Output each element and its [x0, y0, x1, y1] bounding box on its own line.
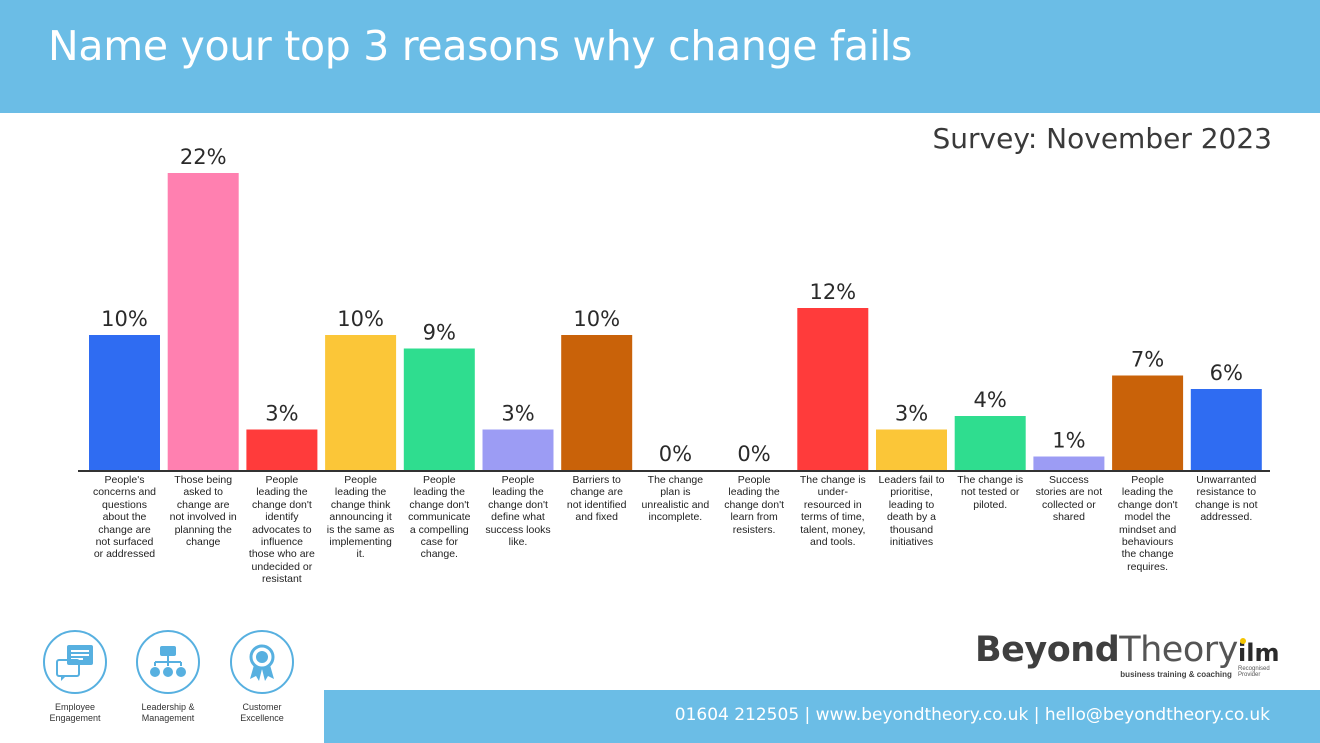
value-label-3: 3% — [265, 402, 298, 426]
category-label-7: Barriers to change are not identified and f… — [566, 474, 627, 524]
value-label-7: 10% — [573, 307, 620, 331]
value-label-10: 12% — [809, 280, 856, 304]
service-customer-excellence[interactable]: Customer Excellence — [222, 630, 302, 724]
ilm-word: ilm — [1238, 639, 1280, 667]
bar-11 — [876, 429, 947, 470]
value-label-15: 6% — [1210, 361, 1243, 385]
category-label-10: The change is under-resourced in terms of … — [799, 474, 866, 549]
value-label-4: 10% — [337, 307, 384, 331]
chat-bubbles-icon — [43, 630, 107, 694]
survey-date: Survey: November 2023 — [932, 122, 1272, 155]
value-label-13: 1% — [1052, 429, 1085, 453]
service-label: Leadership & Management — [141, 702, 195, 723]
bar-15 — [1190, 389, 1262, 470]
service-label: Employee Engagement — [49, 702, 101, 723]
category-label-12: The change is not tested or piloted. — [957, 474, 1024, 511]
bar-5 — [403, 348, 475, 470]
logo-beyond-text: Beyond — [975, 630, 1120, 670]
footer-bar: 01604 212505 | www.beyondtheory.co.uk | … — [324, 690, 1320, 743]
service-employee-engagement[interactable]: Employee Engagement — [35, 630, 115, 724]
value-label-11: 3% — [895, 402, 928, 426]
ilm-logo: ilm Recognised Provider — [1238, 638, 1280, 678]
org-chart-icon — [136, 630, 200, 694]
service-leadership-management[interactable]: Leadership & Management — [128, 630, 208, 724]
category-label-3: People leading the change don't identify adv… — [248, 474, 315, 586]
bar-4 — [325, 335, 397, 470]
value-label-14: 7% — [1131, 348, 1164, 372]
bar-6 — [482, 429, 554, 470]
category-label-6: People leading the change don't define what… — [485, 474, 551, 549]
page-title: Name your top 3 reasons why change fails — [48, 22, 913, 70]
bar-chart: 10% 22% 3% 10% 9% 3% 10% 0% 0% 12% 3% 4% 1% 7% 6% — [78, 145, 1270, 472]
bar-12 — [954, 416, 1026, 470]
category-label-5: People leading the change don't communicate… — [408, 474, 471, 561]
category-label-8: The change plan is unrealistic and incomple… — [641, 474, 710, 524]
logo-tagline: business training & coaching — [1120, 670, 1232, 679]
category-label-2: Those being asked to change are not involve… — [169, 474, 237, 549]
value-label-5: 9% — [423, 321, 456, 345]
value-label-6: 3% — [501, 402, 534, 426]
category-label-4: People leading the change think announcing … — [326, 474, 395, 561]
value-label-1: 10% — [101, 307, 148, 331]
category-label-14: People leading the change don't model the mi… — [1117, 474, 1178, 573]
ilm-dot-icon — [1240, 638, 1246, 644]
bar-7 — [561, 335, 633, 470]
category-label-13: Success stories are not collected or shared — [1035, 474, 1103, 524]
value-label-8: 0% — [659, 442, 692, 466]
header-banner: Name your top 3 reasons why change fails — [0, 0, 1320, 113]
category-label-9: People leading the change don't learn from r… — [724, 474, 784, 536]
bar-13 — [1033, 456, 1105, 470]
category-label-11: Leaders fail to prioritise, leading to deat… — [878, 474, 945, 549]
bar-2 — [167, 173, 239, 470]
category-label-1: People's concerns and questions about the ch… — [92, 474, 157, 561]
bar-10 — [797, 308, 869, 470]
footer-contact[interactable]: 01604 212505 | www.beyondtheory.co.uk | … — [674, 705, 1270, 725]
value-label-2: 22% — [180, 145, 227, 169]
ilm-sub-1: Recognised — [1238, 666, 1270, 672]
bar-3 — [246, 429, 318, 470]
bar-1 — [89, 335, 160, 470]
service-label: Customer Excellence — [240, 702, 284, 723]
logo-theory-text: Theory — [1119, 630, 1238, 670]
award-rosette-icon — [230, 630, 294, 694]
beyond-theory-logo[interactable]: BeyondTheory business training & coachin… — [975, 630, 1238, 680]
value-label-12: 4% — [974, 388, 1007, 412]
category-label-15: Unwarranted resistance to change is not add… — [1195, 474, 1258, 524]
value-label-9: 0% — [737, 442, 770, 466]
ilm-sub-2: Provider — [1238, 672, 1261, 678]
bar-14 — [1112, 375, 1184, 470]
